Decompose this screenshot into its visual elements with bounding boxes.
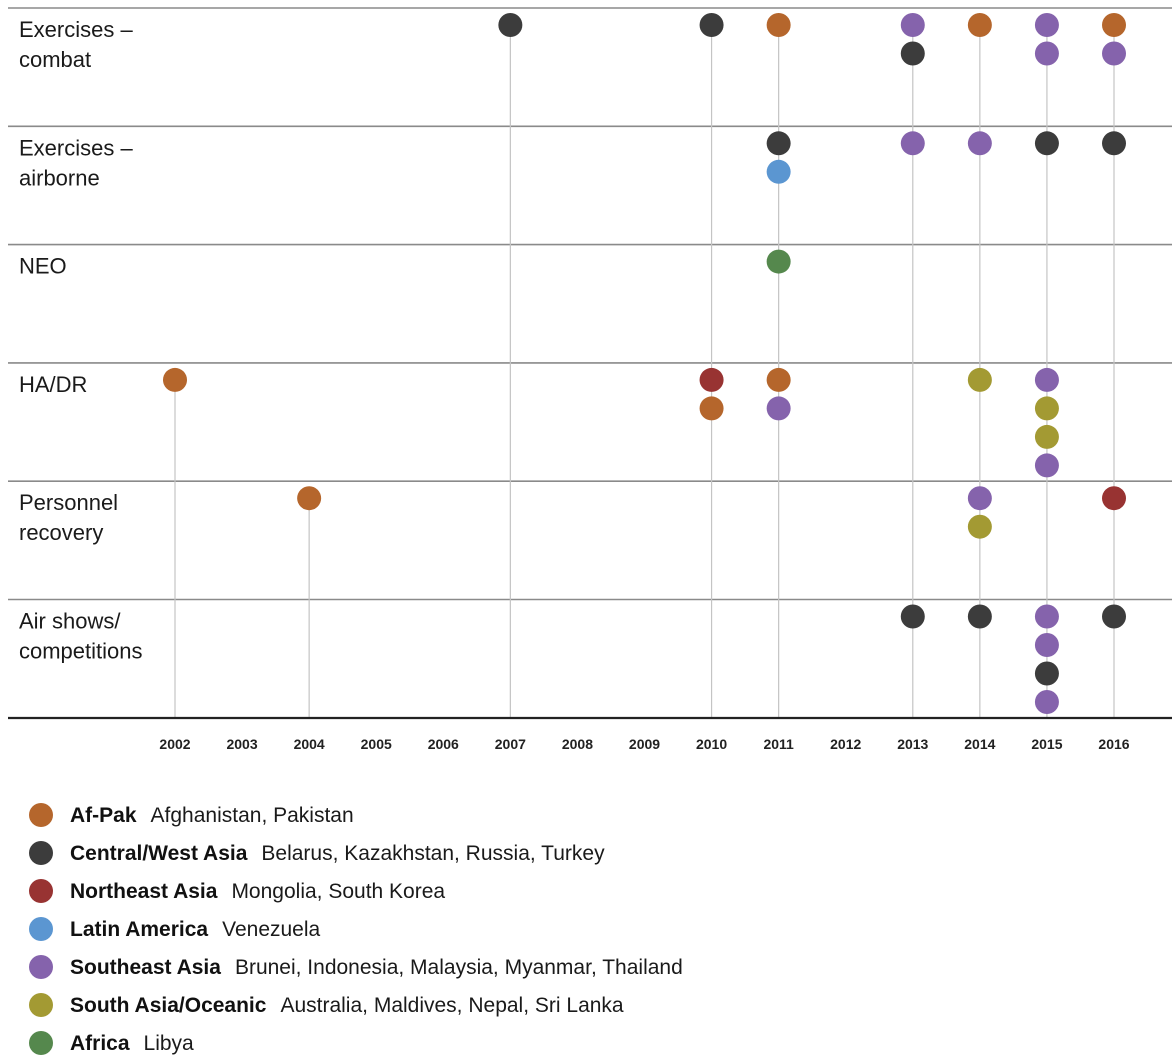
tick-label-2011: 2011 xyxy=(763,736,794,752)
legend-countries-latin-america: Venezuela xyxy=(222,918,320,941)
dot-ha-dr-2015-3-south-asia-oceanic xyxy=(1034,424,1059,449)
dot-exercises-combat-2014-1-af-pak xyxy=(967,13,992,37)
legend-entry-southeast-asia: Southeast Asia Brunei, Indonesia, Malaysi… xyxy=(70,956,683,979)
dot-exercises-combat-2016-1-af-pak xyxy=(1102,13,1126,37)
row-label-exercises-airborne-line-2: airborne xyxy=(19,165,100,190)
legend-entry-af-pak: Af-Pak Afghanistan, Pakistan xyxy=(70,804,354,827)
dot-exercises-combat-2016-2-southeast-asia xyxy=(1102,41,1126,66)
tick-label-2006: 2006 xyxy=(428,736,459,752)
legend-region-name-south-asia-oceanic: South Asia/Oceanic xyxy=(70,994,267,1017)
legend-countries-africa: Libya xyxy=(144,1032,195,1055)
legend-swatch-central-west-asia xyxy=(29,841,53,865)
dot-personnel-recovery-2014-1-southeast-asia xyxy=(967,486,992,511)
row-label-air-shows-line-1: Air shows/ xyxy=(19,609,121,634)
tick-label-2010: 2010 xyxy=(696,736,727,752)
row-label-exercises-combat-line-2: combat xyxy=(19,47,91,72)
dot-exercises-airborne-2016-1-central-west-asia xyxy=(1102,131,1126,156)
dot-ha-dr-2014-1-south-asia-oceanic xyxy=(967,367,992,392)
row-label-exercises-combat-line-1: Exercises – xyxy=(19,17,133,42)
row-labels: Exercises – combat Exercises – airborne NEO H… xyxy=(19,17,143,664)
tick-label-2014: 2014 xyxy=(964,736,995,752)
tick-label-2012: 2012 xyxy=(830,736,861,752)
tick-label-2005: 2005 xyxy=(361,736,392,752)
row-label-air-shows-line-2: competitions xyxy=(19,639,143,664)
tick-label-2003: 2003 xyxy=(226,736,257,752)
tick-label-2004: 2004 xyxy=(294,736,325,752)
dot-exercises-combat-2015-1-southeast-asia xyxy=(1034,13,1059,37)
dot-exercises-airborne-2014-1-southeast-asia xyxy=(967,131,992,156)
dot-exercises-airborne-2013-1-southeast-asia xyxy=(900,131,925,156)
row-label-ha-dr-line-1: HA/DR xyxy=(19,372,87,397)
dot-exercises-airborne-2011-2-latin-america xyxy=(766,159,791,184)
dot-air-shows-2013-1-central-west-asia xyxy=(900,604,925,629)
legend-region-name-central-west-asia: Central/West Asia xyxy=(70,842,248,865)
dot-air-shows-2014-1-central-west-asia xyxy=(967,604,992,629)
legend-countries-northeast-asia: Mongolia, South Korea xyxy=(231,880,445,903)
row-label-exercises-airborne-line-1: Exercises – xyxy=(19,135,133,160)
dot-ha-dr-2002-1-af-pak xyxy=(163,367,187,392)
dot-ha-dr-2011-2-southeast-asia xyxy=(766,396,791,421)
dot-personnel-recovery-2004-1-af-pak xyxy=(297,486,322,511)
dot-neo-2011-1-africa xyxy=(766,249,791,274)
legend-entry-central-west-asia: Central/West Asia Belarus, Kazakhstan, Ru… xyxy=(70,842,605,865)
legend-entry-northeast-asia: Northeast Asia Mongolia, South Korea xyxy=(70,880,445,903)
legend-countries-south-asia-oceanic: Australia, Maldives, Nepal, Sri Lanka xyxy=(280,994,623,1017)
dot-air-shows-2015-2-southeast-asia xyxy=(1034,633,1059,657)
legend-countries-af-pak: Afghanistan, Pakistan xyxy=(151,804,354,827)
dot-exercises-combat-2011-1-af-pak xyxy=(766,13,791,37)
tick-label-2015: 2015 xyxy=(1031,736,1062,752)
legend-swatch-af-pak xyxy=(29,803,53,827)
legend-countries-central-west-asia: Belarus, Kazakhstan, Russia, Turkey xyxy=(261,842,605,865)
legend-countries-southeast-asia: Brunei, Indonesia, Malaysia, Myanmar, Th… xyxy=(235,956,683,979)
legend: Af-Pak Afghanistan, Pakistan Central/West … xyxy=(29,803,683,1055)
legend-region-name-southeast-asia: Southeast Asia xyxy=(70,956,221,979)
dot-personnel-recovery-2016-1-northeast-asia xyxy=(1102,486,1126,511)
row-label-personnel-recovery-line-1: Personnel xyxy=(19,490,118,515)
dot-exercises-combat-2013-1-southeast-asia xyxy=(900,13,925,37)
legend-swatch-south-asia-oceanic xyxy=(29,993,53,1017)
tick-label-2002: 2002 xyxy=(159,736,190,752)
dot-air-shows-2015-4-southeast-asia xyxy=(1034,690,1059,714)
dot-ha-dr-2015-1-southeast-asia xyxy=(1034,367,1059,392)
dot-ha-dr-2015-4-southeast-asia xyxy=(1034,453,1059,478)
dot-ha-dr-2011-1-af-pak xyxy=(766,367,791,392)
dot-exercises-combat-2013-2-central-west-asia xyxy=(900,41,925,66)
dot-air-shows-2016-1-central-west-asia xyxy=(1102,604,1126,629)
dot-exercises-airborne-2011-1-central-west-asia xyxy=(766,131,791,156)
legend-region-name-northeast-asia: Northeast Asia xyxy=(70,880,218,903)
tick-label-2008: 2008 xyxy=(562,736,593,752)
dot-exercises-combat-2010-1-central-west-asia xyxy=(699,13,724,37)
legend-swatch-africa xyxy=(29,1031,53,1055)
event-dots xyxy=(163,13,1126,714)
legend-region-name-africa: Africa xyxy=(70,1032,130,1055)
tick-label-2007: 2007 xyxy=(495,736,526,752)
dot-ha-dr-2015-2-south-asia-oceanic xyxy=(1034,396,1059,421)
tick-label-2016: 2016 xyxy=(1098,736,1129,752)
row-label-personnel-recovery-line-2: recovery xyxy=(19,520,103,545)
legend-region-name-af-pak: Af-Pak xyxy=(70,804,137,827)
legend-entry-south-asia-oceanic: South Asia/Oceanic Australia, Maldives, N… xyxy=(70,994,624,1017)
legend-entry-latin-america: Latin America Venezuela xyxy=(70,918,321,941)
dot-personnel-recovery-2014-2-south-asia-oceanic xyxy=(967,514,992,539)
legend-swatch-latin-america xyxy=(29,917,53,941)
row-dividers xyxy=(8,7,1172,601)
legend-entry-africa: Africa Libya xyxy=(70,1032,194,1055)
row-label-neo-line-1: NEO xyxy=(19,254,67,279)
x-axis: 2002 2003 2004 2005 2006 2007 2008 2009 2010 2011… xyxy=(8,716,1172,752)
tick-label-2009: 2009 xyxy=(629,736,660,752)
dot-exercises-combat-2015-2-southeast-asia xyxy=(1034,41,1059,66)
legend-swatch-southeast-asia xyxy=(29,955,53,979)
dot-ha-dr-2010-1-northeast-asia xyxy=(699,367,724,392)
legend-region-name-latin-america: Latin America xyxy=(70,918,208,941)
dot-ha-dr-2010-2-af-pak xyxy=(699,396,724,421)
dot-exercises-combat-2007-1-central-west-asia xyxy=(498,13,523,37)
legend-swatch-northeast-asia xyxy=(29,879,53,903)
dot-air-shows-2015-1-southeast-asia xyxy=(1034,604,1059,629)
tick-label-2013: 2013 xyxy=(897,736,928,752)
dot-air-shows-2015-3-central-west-asia xyxy=(1034,661,1059,686)
dot-exercises-airborne-2015-1-central-west-asia xyxy=(1034,131,1059,156)
